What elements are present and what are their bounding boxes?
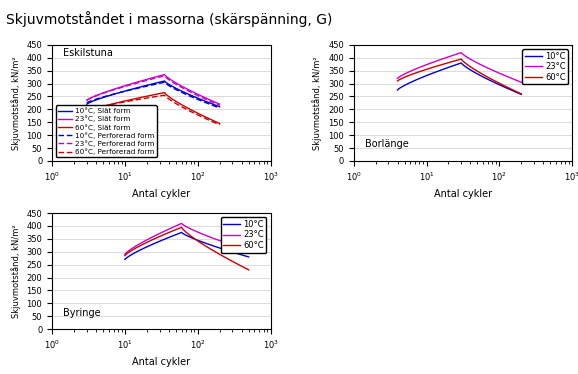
Legend: 10°C, Slät form, 23°C, Slät form, 60°C, Slät form, 10°C, Perforerad form, 23°C, : 10°C, Slät form, 23°C, Slät form, 60°C, … xyxy=(55,105,157,157)
X-axis label: Antal cykler: Antal cykler xyxy=(132,188,190,199)
Text: Skjuvmotståndet i massorna (skärspänning, G): Skjuvmotståndet i massorna (skärspänning… xyxy=(6,11,332,27)
Text: Eskilstuna: Eskilstuna xyxy=(63,48,113,58)
Legend: 10°C, 23°C, 60°C: 10°C, 23°C, 60°C xyxy=(523,49,568,85)
X-axis label: Antal cykler: Antal cykler xyxy=(132,357,190,367)
Text: Byringe: Byringe xyxy=(63,307,101,318)
Text: Borlänge: Borlänge xyxy=(365,139,408,149)
Legend: 10°C, 23°C, 60°C: 10°C, 23°C, 60°C xyxy=(221,217,266,252)
Y-axis label: Skjuvmotstånd, kN/m²: Skjuvmotstånd, kN/m² xyxy=(11,56,21,150)
Y-axis label: Skjuvmotstånd, kN/m²: Skjuvmotstånd, kN/m² xyxy=(313,56,323,150)
Y-axis label: Skjuvmotstånd, kN/m²: Skjuvmotstånd, kN/m² xyxy=(11,224,21,318)
X-axis label: Antal cykler: Antal cykler xyxy=(434,188,492,199)
